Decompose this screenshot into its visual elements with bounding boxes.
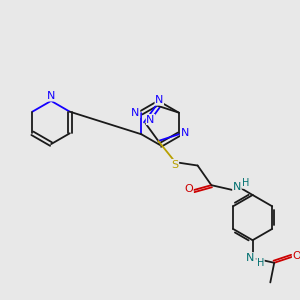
Text: H: H	[257, 258, 264, 268]
Text: N: N	[181, 128, 189, 138]
Text: N: N	[245, 253, 254, 263]
Text: O: O	[184, 184, 193, 194]
Text: O: O	[292, 251, 300, 261]
Text: S: S	[171, 160, 178, 170]
Text: N: N	[146, 115, 155, 124]
Text: N: N	[155, 95, 164, 105]
Text: N: N	[47, 91, 55, 101]
Text: N: N	[233, 182, 241, 192]
Text: N: N	[131, 108, 140, 118]
Text: H: H	[242, 178, 249, 188]
